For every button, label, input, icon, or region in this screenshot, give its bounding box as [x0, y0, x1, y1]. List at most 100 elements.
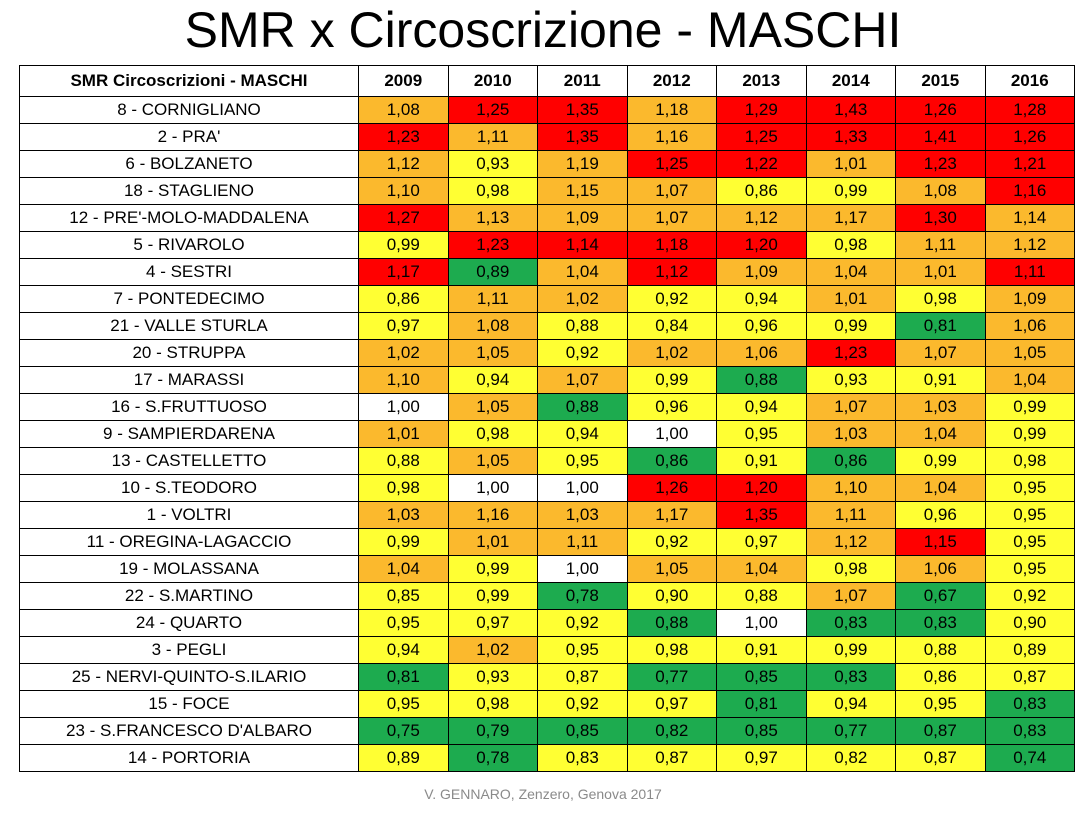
- smr-value-cell: 1,20: [716, 474, 807, 502]
- district-name: 4 - SESTRI: [19, 258, 359, 286]
- smr-value-cell: 0,93: [447, 150, 538, 178]
- smr-value-cell: 0,78: [447, 744, 538, 772]
- smr-value-cell: 1,43: [805, 96, 896, 124]
- smr-value-cell: 0,90: [626, 582, 717, 610]
- smr-value-cell: 0,98: [358, 474, 449, 502]
- smr-value-cell: 1,01: [447, 528, 538, 556]
- district-name: 8 - CORNIGLIANO: [19, 96, 359, 124]
- smr-value-cell: 1,10: [358, 177, 449, 205]
- smr-value-cell: 0,90: [984, 609, 1075, 637]
- smr-value-cell: 1,11: [895, 231, 986, 259]
- smr-value-cell: 1,01: [805, 150, 896, 178]
- smr-value-cell: 1,12: [805, 528, 896, 556]
- smr-value-cell: 0,99: [626, 366, 717, 394]
- smr-value-cell: 0,94: [537, 420, 628, 448]
- smr-value-cell: 1,00: [626, 420, 717, 448]
- smr-value-cell: 1,04: [358, 555, 449, 583]
- district-name: 15 - FOCE: [19, 690, 359, 718]
- smr-value-cell: 1,00: [358, 393, 449, 421]
- smr-value-cell: 1,26: [626, 474, 717, 502]
- smr-value-cell: 0,78: [537, 582, 628, 610]
- smr-value-cell: 1,17: [805, 204, 896, 232]
- smr-value-cell: 0,95: [358, 609, 449, 637]
- smr-value-cell: 0,95: [537, 636, 628, 664]
- smr-value-cell: 1,17: [626, 501, 717, 529]
- smr-value-cell: 0,94: [358, 636, 449, 664]
- smr-value-cell: 1,07: [626, 177, 717, 205]
- smr-value-cell: 1,19: [537, 150, 628, 178]
- district-name: 19 - MOLASSANA: [19, 555, 359, 583]
- smr-value-cell: 1,29: [716, 96, 807, 124]
- table-row: 13 - CASTELLETTO 0,88 1,05 0,95 0,86 0,91 0,86…: [19, 447, 1075, 475]
- smr-value-cell: 0,83: [805, 609, 896, 637]
- smr-value-cell: 1,02: [626, 339, 717, 367]
- district-name: 11 - OREGINA-LAGACCIO: [19, 528, 359, 556]
- column-header-year: 2011: [537, 65, 628, 97]
- smr-value-cell: 1,17: [358, 258, 449, 286]
- table-row: 4 - SESTRI 1,17 0,89 1,04 1,12 1,09 1,04 1,01 1,…: [19, 258, 1075, 286]
- smr-value-cell: 0,94: [805, 690, 896, 718]
- smr-value-cell: 1,03: [537, 501, 628, 529]
- column-header-year: 2014: [805, 65, 896, 97]
- table-row: 2 - PRA' 1,23 1,11 1,35 1,16 1,25 1,33 1,41 1,26: [19, 123, 1075, 151]
- table-row: 15 - FOCE 0,95 0,98 0,92 0,97 0,81 0,94 0,95 0,8…: [19, 690, 1075, 718]
- district-name: 1 - VOLTRI: [19, 501, 359, 529]
- district-name: 12 - PRE'-MOLO-MADDALENA: [19, 204, 359, 232]
- smr-value-cell: 1,21: [984, 150, 1075, 178]
- smr-value-cell: 0,95: [984, 501, 1075, 529]
- smr-value-cell: 0,92: [537, 339, 628, 367]
- smr-value-cell: 0,99: [447, 582, 538, 610]
- smr-value-cell: 0,98: [447, 420, 538, 448]
- smr-value-cell: 0,89: [447, 258, 538, 286]
- smr-value-cell: 0,77: [626, 663, 717, 691]
- smr-value-cell: 1,04: [805, 258, 896, 286]
- smr-value-cell: 0,81: [895, 312, 986, 340]
- smr-value-cell: 1,08: [447, 312, 538, 340]
- smr-value-cell: 0,86: [626, 447, 717, 475]
- smr-value-cell: 1,11: [447, 285, 538, 313]
- smr-value-cell: 0,97: [447, 609, 538, 637]
- smr-value-cell: 0,99: [358, 528, 449, 556]
- smr-value-cell: 1,11: [805, 501, 896, 529]
- smr-value-cell: 1,05: [447, 393, 538, 421]
- smr-value-cell: 0,81: [358, 663, 449, 691]
- smr-value-cell: 0,95: [358, 690, 449, 718]
- smr-value-cell: 1,25: [626, 150, 717, 178]
- table-row: 21 - VALLE STURLA 0,97 1,08 0,88 0,84 0,96 0,9…: [19, 312, 1075, 340]
- smr-value-cell: 1,09: [716, 258, 807, 286]
- smr-value-cell: 0,92: [626, 285, 717, 313]
- smr-value-cell: 1,00: [447, 474, 538, 502]
- table-row: 3 - PEGLI 0,94 1,02 0,95 0,98 0,91 0,99 0,88 0,8…: [19, 636, 1075, 664]
- column-header-year: 2015: [895, 65, 986, 97]
- smr-value-cell: 1,08: [358, 96, 449, 124]
- table-row: 1 - VOLTRI 1,03 1,16 1,03 1,17 1,35 1,11 0,96 0,…: [19, 501, 1075, 529]
- page-title: SMR x Circoscrizione - MASCHI: [184, 2, 902, 58]
- district-name: 18 - STAGLIENO: [19, 177, 359, 205]
- smr-value-cell: 1,20: [716, 231, 807, 259]
- district-name: 16 - S.FRUTTUOSO: [19, 393, 359, 421]
- smr-value-cell: 1,03: [895, 393, 986, 421]
- smr-value-cell: 0,98: [447, 177, 538, 205]
- smr-value-cell: 0,93: [447, 663, 538, 691]
- smr-value-cell: 1,12: [358, 150, 449, 178]
- smr-value-cell: 0,85: [358, 582, 449, 610]
- smr-value-cell: 1,07: [805, 582, 896, 610]
- smr-value-cell: 1,12: [626, 258, 717, 286]
- smr-value-cell: 1,14: [537, 231, 628, 259]
- column-header-year: 2010: [447, 65, 538, 97]
- smr-value-cell: 0,87: [895, 744, 986, 772]
- table-row: 16 - S.FRUTTUOSO 1,00 1,05 0,88 0,96 0,94 1,07…: [19, 393, 1075, 421]
- footer-credit: V. GENNARO, Zenzero, Genova 2017: [424, 786, 662, 802]
- smr-value-cell: 0,92: [537, 609, 628, 637]
- district-name: 3 - PEGLI: [19, 636, 359, 664]
- smr-value-cell: 0,91: [895, 366, 986, 394]
- smr-value-cell: 1,41: [895, 123, 986, 151]
- smr-value-cell: 0,97: [716, 528, 807, 556]
- smr-value-cell: 1,16: [984, 177, 1075, 205]
- smr-value-cell: 1,15: [537, 177, 628, 205]
- district-name: 24 - QUARTO: [19, 609, 359, 637]
- smr-value-cell: 0,87: [895, 717, 986, 745]
- smr-value-cell: 1,04: [895, 474, 986, 502]
- smr-value-cell: 0,95: [984, 474, 1075, 502]
- smr-value-cell: 0,95: [716, 420, 807, 448]
